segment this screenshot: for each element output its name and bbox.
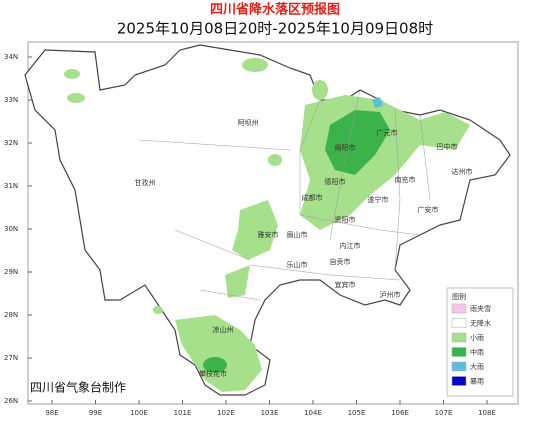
- footer: 四川省气象台制作: [30, 380, 126, 395]
- lon-label: 101E: [174, 409, 192, 417]
- city-label: 雅安市: [258, 230, 279, 239]
- lat-label: 32N: [4, 139, 18, 147]
- legend-label: 暴雨: [470, 378, 484, 386]
- city-label: 达州市: [452, 167, 473, 176]
- city-label: 乐山市: [287, 260, 308, 269]
- city-label: 甘孜州: [135, 178, 156, 187]
- lat-label: 30N: [4, 225, 18, 233]
- lat-label: 27N: [4, 354, 18, 362]
- legend-swatch: [451, 376, 467, 386]
- title: 四川省降水落区预报图: [210, 2, 340, 18]
- lat-label: 29N: [4, 268, 18, 276]
- lon-label: 105E: [348, 409, 366, 417]
- city-label: 遂宁市: [368, 195, 389, 204]
- city-label: 自贡市: [330, 257, 351, 266]
- city-label: 德阳市: [325, 177, 346, 186]
- city-label: 广元市: [377, 128, 398, 137]
- lon-label: 104E: [304, 409, 322, 417]
- city-label: 凉山州: [213, 325, 234, 334]
- city-label: 宜宾市: [335, 280, 356, 289]
- city-label: 内江市: [340, 241, 361, 250]
- city-label: 资阳市: [335, 215, 356, 224]
- lat-label: 26N: [4, 397, 18, 405]
- lon-label: 103E: [261, 409, 279, 417]
- city-label: 攀枝花市: [199, 369, 227, 378]
- city-label: 广安市: [418, 205, 439, 214]
- legend-label: 小雨: [470, 333, 484, 342]
- lon-label: 100E: [130, 409, 148, 417]
- moderate-rain-areas: [203, 110, 390, 373]
- city-label: 泸州市: [380, 290, 401, 299]
- legend-title: 图例: [452, 292, 466, 301]
- legend-label: 大雨: [470, 362, 484, 371]
- city-label: 巴中市: [437, 142, 458, 151]
- lon-label: 98E: [45, 409, 58, 417]
- legend-swatch: [451, 332, 467, 343]
- legend-swatch: [451, 347, 467, 357]
- lat-label: 33N: [4, 96, 18, 104]
- legend-swatch: [451, 361, 467, 372]
- legend-label: 无降水: [470, 319, 491, 328]
- city-label: 眉山市: [287, 230, 308, 239]
- lon-label: 99E: [89, 409, 102, 417]
- city-boundaries: [139, 89, 431, 301]
- lon-label: 108E: [478, 409, 496, 417]
- legend-label: 中雨: [470, 348, 484, 357]
- lon-label: 107E: [435, 409, 453, 417]
- city-label: 南充市: [395, 175, 416, 184]
- lat-label: 34N: [4, 53, 18, 61]
- lat-label: 31N: [4, 182, 18, 190]
- city-label: 绵阳市: [335, 143, 356, 152]
- legend-label: 雨夹雪: [470, 304, 491, 313]
- lat-label: 28N: [4, 311, 18, 319]
- city-label: 成都市: [302, 193, 323, 202]
- subtitle: 2025年10月08日20时-2025年10月09日08时: [117, 20, 433, 38]
- city-label: 阿坝州: [238, 118, 259, 127]
- legend-swatch: [451, 318, 467, 328]
- heavy-rain-area: [372, 97, 383, 108]
- lon-label: 106E: [391, 409, 409, 417]
- legend-swatch: [451, 303, 467, 314]
- lon-label: 102E: [217, 409, 235, 417]
